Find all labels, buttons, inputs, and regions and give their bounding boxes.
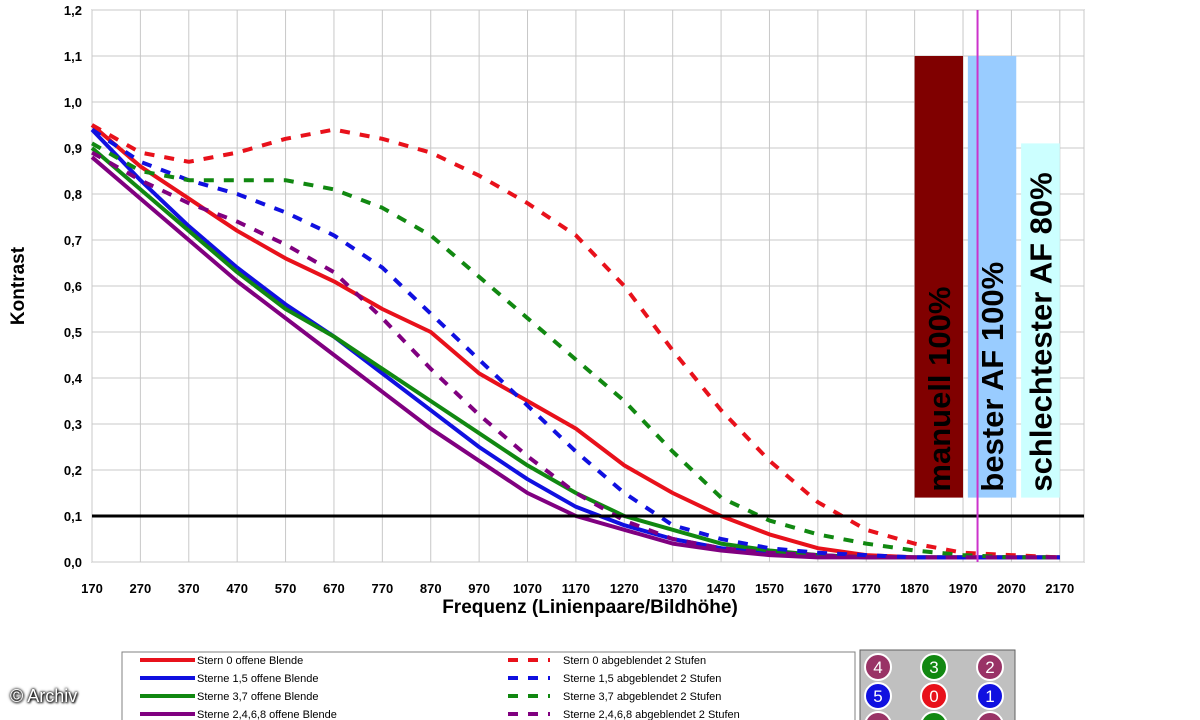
x-tick-label: 1370 [658,581,687,596]
y-tick-label: 0,0 [64,555,82,570]
y-tick-label: 0,6 [64,279,82,294]
y-tick-label: 0,3 [64,417,82,432]
legend: Stern 0 offene Blende Sterne 1,5 offene B… [121,651,856,720]
star-cell [920,653,948,681]
x-tick-label: 1270 [610,581,639,596]
y-axis-label: Kontrast [8,246,29,325]
bar-label-1: bester AF 100% [975,262,1010,492]
legend-label: Sterne 2,4,6,8 abgeblendet 2 Stufen [563,709,740,720]
y-tick-labels: 0,0 0,1 0,2 0,3 0,4 0,5 0,6 0,7 0,8 0,9 1,0 1,1 1,2 [64,3,83,570]
legend-box [121,651,856,720]
x-tick-label: 2070 [997,581,1026,596]
x-tick-label: 170 [81,581,103,596]
star-cell-label: 2 [985,658,994,677]
x-tick-label: 370 [178,581,200,596]
star-cell [864,653,892,681]
y-tick-label: 0,7 [64,233,82,248]
star-cell [976,711,1004,720]
x-tick-label: 1870 [900,581,929,596]
y-tick-label: 0,2 [64,463,82,478]
x-tick-label: 270 [130,581,152,596]
x-tick-label: 470 [226,581,248,596]
y-tick-label: 0,9 [64,141,82,156]
x-tick-label: 1570 [755,581,784,596]
star-cell [864,682,892,710]
star-cell [864,711,892,720]
legend-label: Sterne 3,7 offene Blende [197,691,319,703]
x-tick-label: 970 [468,581,490,596]
legend-label: Sterne 1,5 abgeblendet 2 Stufen [563,673,721,685]
star-cell [920,711,948,720]
star-cell-label: 3 [929,658,938,677]
x-tick-label: 670 [323,581,345,596]
star-cell [920,682,948,710]
x-tick-labels: 170 270 370 470 570 670 770 870 970 1070 1170 1270 1… [81,581,1074,596]
bar-2 [1021,143,1060,498]
legend-label: Stern 0 offene Blende [197,655,303,667]
bar-1 [967,56,1017,498]
y-tick-label: 1,0 [64,95,82,110]
x-tick-label: 1770 [852,581,881,596]
y-tick-label: 0,1 [64,509,82,524]
copyright-notice: © Archiv [10,686,78,706]
legend-label: Sterne 2,4,6,8 offene Blende [197,709,337,720]
x-tick-label: 770 [371,581,393,596]
x-tick-label: 1470 [707,581,736,596]
y-tick-label: 0,8 [64,187,82,202]
y-tick-label: 1,2 [64,3,82,18]
bar-0 [914,56,964,498]
x-tick-label: 570 [275,581,297,596]
y-tick-label: 0,4 [64,371,83,386]
star-cell-label: 5 [873,687,882,706]
legend-label: Sterne 1,5 offene Blende [197,673,319,685]
star-cell-label: 1 [985,687,994,706]
x-tick-label: 1070 [513,581,542,596]
x-tick-label: 1970 [949,581,978,596]
star-key: 4 3 2 5 0 1 [859,649,1016,720]
x-tick-label: 1170 [562,581,590,596]
x-tick-label: 1670 [803,581,832,596]
legend-label: Sterne 3,7 abgeblendet 2 Stufen [563,691,721,703]
y-tick-label: 0,5 [64,325,82,340]
star-cell [976,653,1004,681]
x-axis-label: Frequenz (Linienpaare/Bildhöhe) [442,597,738,618]
bar-label-2: schlechtester AF 80% [1023,172,1058,491]
series-line-6 [91,141,1060,560]
star-cell [976,682,1004,710]
series-line-5 [90,127,1060,560]
series-line-4 [91,123,1060,560]
x-tick-label: 2170 [1045,581,1074,596]
series [90,123,1060,560]
x-tick-label: 870 [420,581,442,596]
reference-lines [92,10,1084,562]
star-cell-label: 0 [929,687,938,706]
bars: manuell 100% bester AF 100% schlechtester … [914,56,1060,498]
y-tick-label: 1,1 [64,49,82,64]
legend-label: Stern 0 abgeblendet 2 Stufen [563,655,706,667]
bar-label-0: manuell 100% [922,287,957,492]
star-cell-label: 4 [873,658,882,677]
